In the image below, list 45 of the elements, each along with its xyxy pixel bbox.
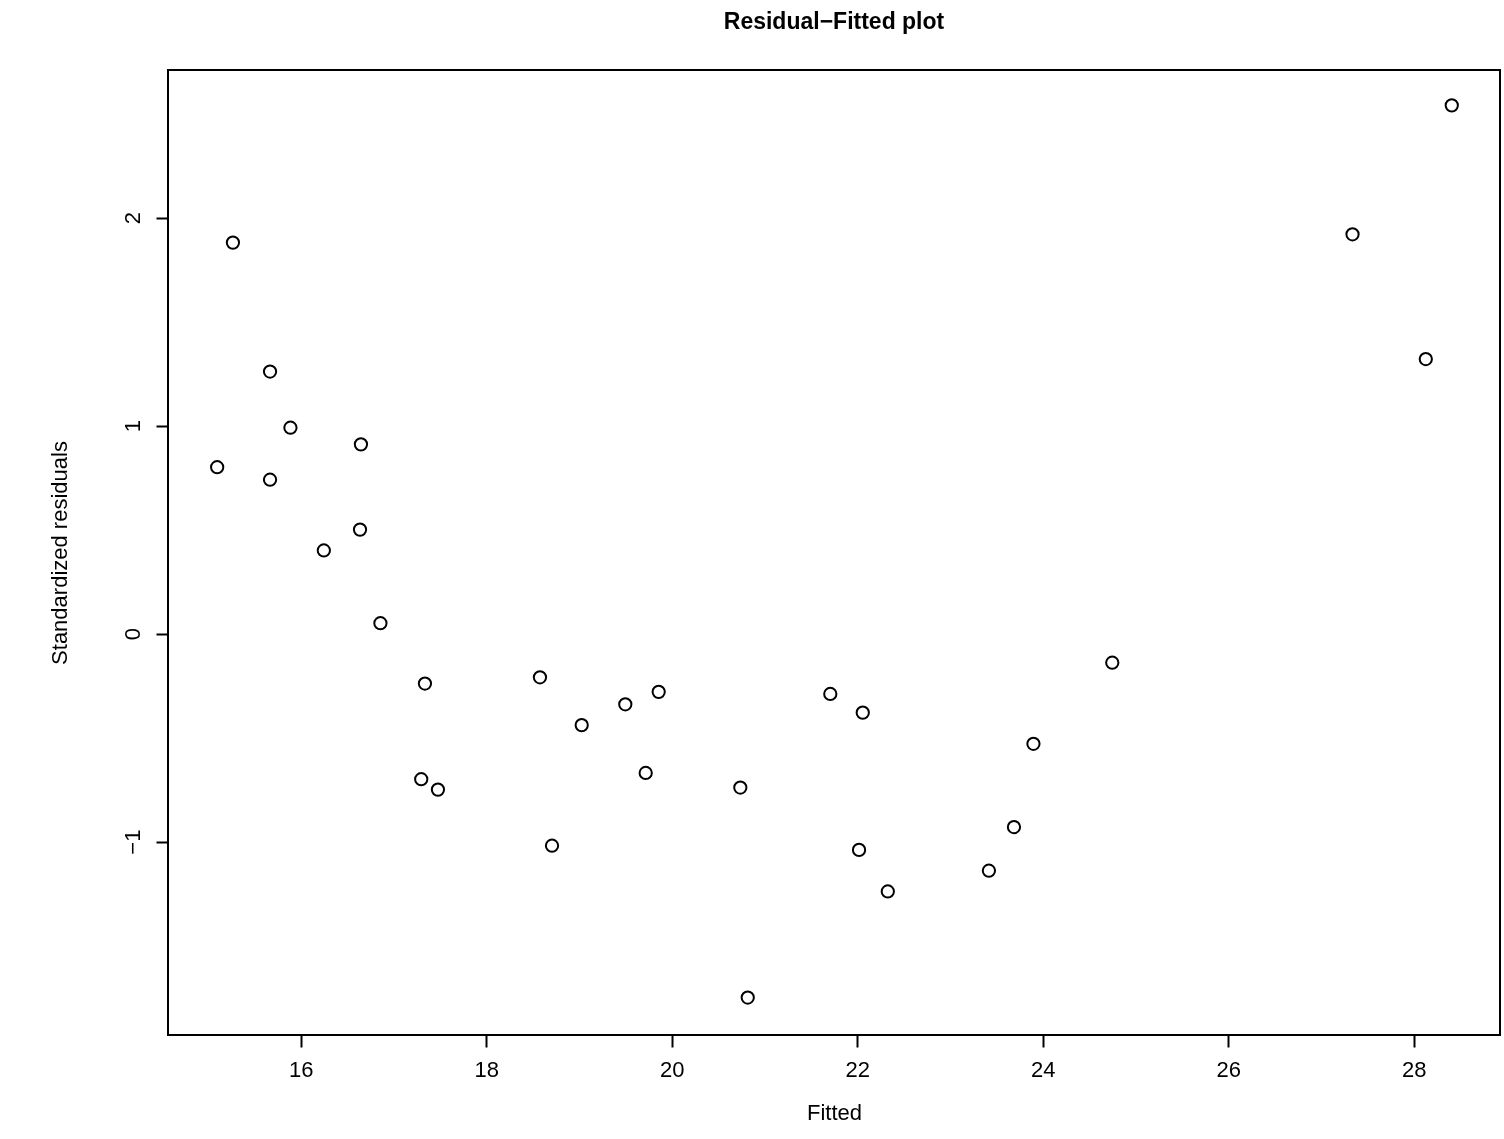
point	[1026, 736, 1041, 751]
point	[981, 863, 997, 878]
point	[733, 780, 748, 795]
point	[210, 460, 225, 475]
point	[651, 684, 666, 699]
y-tick-label: 0	[119, 627, 145, 641]
y-axis-title: Standardized residuals	[46, 441, 72, 665]
y-tick-label: 2	[119, 212, 145, 225]
point	[316, 543, 331, 558]
point	[574, 718, 589, 733]
point	[544, 838, 560, 853]
point	[262, 472, 278, 487]
point	[1418, 351, 1433, 367]
x-axis-title: Fitted	[806, 1099, 863, 1125]
point	[262, 364, 278, 379]
point	[414, 772, 429, 787]
y-tick-label: 1	[119, 420, 145, 433]
point	[1105, 655, 1120, 670]
point	[1006, 819, 1022, 835]
point	[532, 670, 548, 685]
y-tick-label: −1	[119, 829, 145, 855]
point	[823, 686, 838, 702]
x-tick-label: 16	[288, 1056, 314, 1082]
point	[618, 697, 633, 712]
point	[1444, 98, 1459, 113]
x-tick-label: 18	[474, 1056, 499, 1082]
point	[638, 765, 653, 781]
point	[880, 884, 895, 899]
x-tick-label: 28	[1401, 1056, 1427, 1082]
x-tick-label: 20	[659, 1056, 685, 1082]
x-tick-label: 26	[1216, 1056, 1241, 1082]
point	[430, 782, 446, 797]
point	[1345, 227, 1360, 242]
point	[352, 522, 368, 537]
point	[740, 990, 755, 1005]
point	[353, 437, 369, 452]
point	[373, 616, 388, 631]
point	[417, 676, 433, 691]
x-tick-label: 24	[1030, 1056, 1056, 1082]
x-tick-label: 22	[845, 1056, 870, 1082]
point	[283, 420, 298, 435]
point	[851, 842, 867, 858]
point	[855, 705, 870, 720]
chart-title: Residual−Fitted plot	[723, 8, 945, 34]
point	[225, 235, 241, 250]
